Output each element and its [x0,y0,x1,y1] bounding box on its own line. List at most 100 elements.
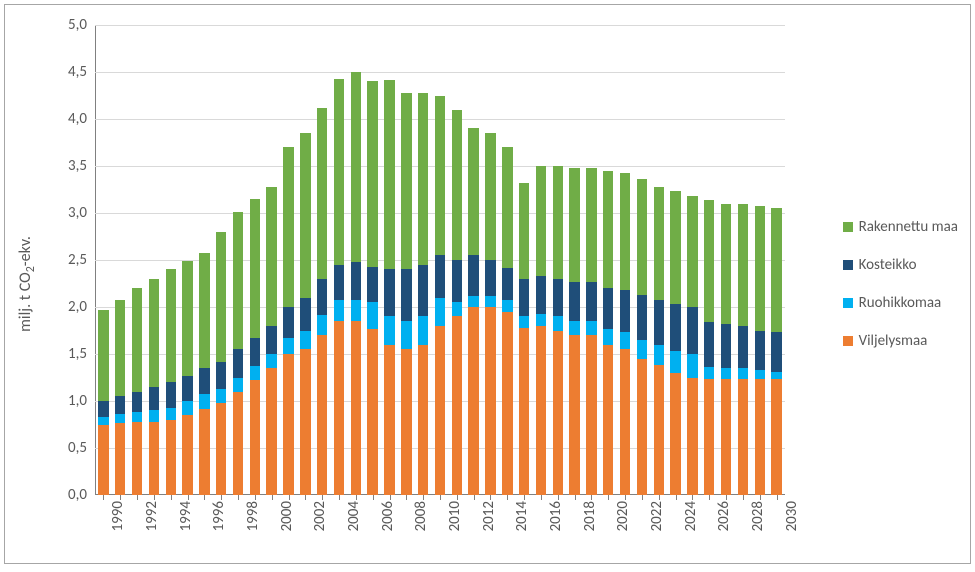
bar-segment [149,422,159,495]
x-tick-mark [103,495,104,500]
bar-segment [334,321,344,495]
bar-segment [384,316,394,344]
bar-segment [771,379,781,495]
gridline [95,72,785,73]
bar [771,208,781,495]
bar-segment [283,307,293,338]
bar-segment [755,379,765,495]
bar-segment [300,298,310,331]
x-tick-label: 2026 [715,501,733,531]
bar-segment [620,349,630,495]
x-tick-mark [625,495,626,500]
bar-segment [603,329,613,345]
x-tick-mark [406,495,407,500]
bar-segment [233,212,243,349]
bar-segment [115,396,125,414]
x-tick-mark [524,495,525,500]
bar-segment [266,187,276,326]
x-tick-mark [490,495,491,500]
bar-segment [233,392,243,495]
legend-swatch [843,298,853,308]
bar [704,200,714,495]
bar [367,81,377,495]
bar-segment [452,110,462,260]
x-tick-label: 2024 [682,501,700,531]
bar-segment [654,345,664,366]
bar [216,232,226,495]
bar [149,279,159,495]
bar-segment [637,359,647,495]
bar-segment [216,362,226,388]
bar-segment [250,338,260,366]
x-tick-mark [423,495,424,500]
bar-segment [755,206,765,330]
bar-segment [401,269,411,321]
bar-segment [670,304,680,351]
x-tick-mark [305,495,306,500]
x-tick-mark [726,495,727,500]
x-tick-mark [339,495,340,500]
bar-segment [704,200,714,322]
bar-segment [435,96,445,256]
bar-segment [452,316,462,495]
bar-segment [351,300,361,322]
bar [300,133,310,495]
x-tick-mark [120,495,121,500]
bar-segment [418,345,428,495]
bar-segment [738,204,748,326]
bar-segment [384,345,394,495]
bar-segment [485,133,495,260]
bar-segment [468,307,478,495]
x-tick-mark [322,495,323,500]
bar-segment [738,379,748,495]
x-tick-label: 1994 [177,501,195,531]
bar-segment [367,329,377,495]
bar-segment [401,93,411,270]
x-tick-label: 2000 [278,501,296,531]
bar [620,173,630,495]
bar-segment [704,379,714,495]
bar [468,128,478,495]
legend-label: Viljelysmaa [859,332,928,350]
bar-segment [351,321,361,495]
bar-segment [586,335,596,495]
bar-segment [637,295,647,340]
bar [115,300,125,496]
bar-segment [452,302,462,316]
bar-segment [182,376,192,401]
legend-label: Kosteikko [859,256,917,274]
bar-segment [771,208,781,332]
bar-segment [704,322,714,367]
bar-segment [182,261,192,376]
bar-segment [654,300,664,345]
bar-segment [502,300,512,311]
bar-segment [199,253,209,368]
bar-segment [637,179,647,295]
bar-segment [721,379,731,495]
bar-segment [300,133,310,298]
bar-segment [317,108,327,279]
x-tick-label: 2012 [480,501,498,531]
bar [166,269,176,495]
x-tick-label: 1996 [211,501,229,531]
bar-segment [519,279,529,317]
legend-item-ruohikkomaa: Ruohikkomaa [843,294,958,312]
bar-segment [536,326,546,495]
bar-segment [401,321,411,349]
bar-segment [418,265,428,317]
legend-swatch [843,260,853,270]
bar-segment [266,326,276,354]
bar-segment [149,387,159,411]
bar [502,147,512,495]
bar-segment [132,412,142,421]
bar-segment [166,382,176,407]
x-tick-label: 2008 [413,501,431,531]
bar-segment [317,335,327,495]
bar-segment [250,380,260,495]
chart-container: milj. t CO2-ekv. 0,00,51,01,52,02,53,03,… [4,4,971,564]
x-tick-label: 1990 [110,501,128,531]
x-tick-mark [507,495,508,500]
bar-segment [182,401,192,415]
bar-segment [502,268,512,301]
bar-segment [384,269,394,316]
